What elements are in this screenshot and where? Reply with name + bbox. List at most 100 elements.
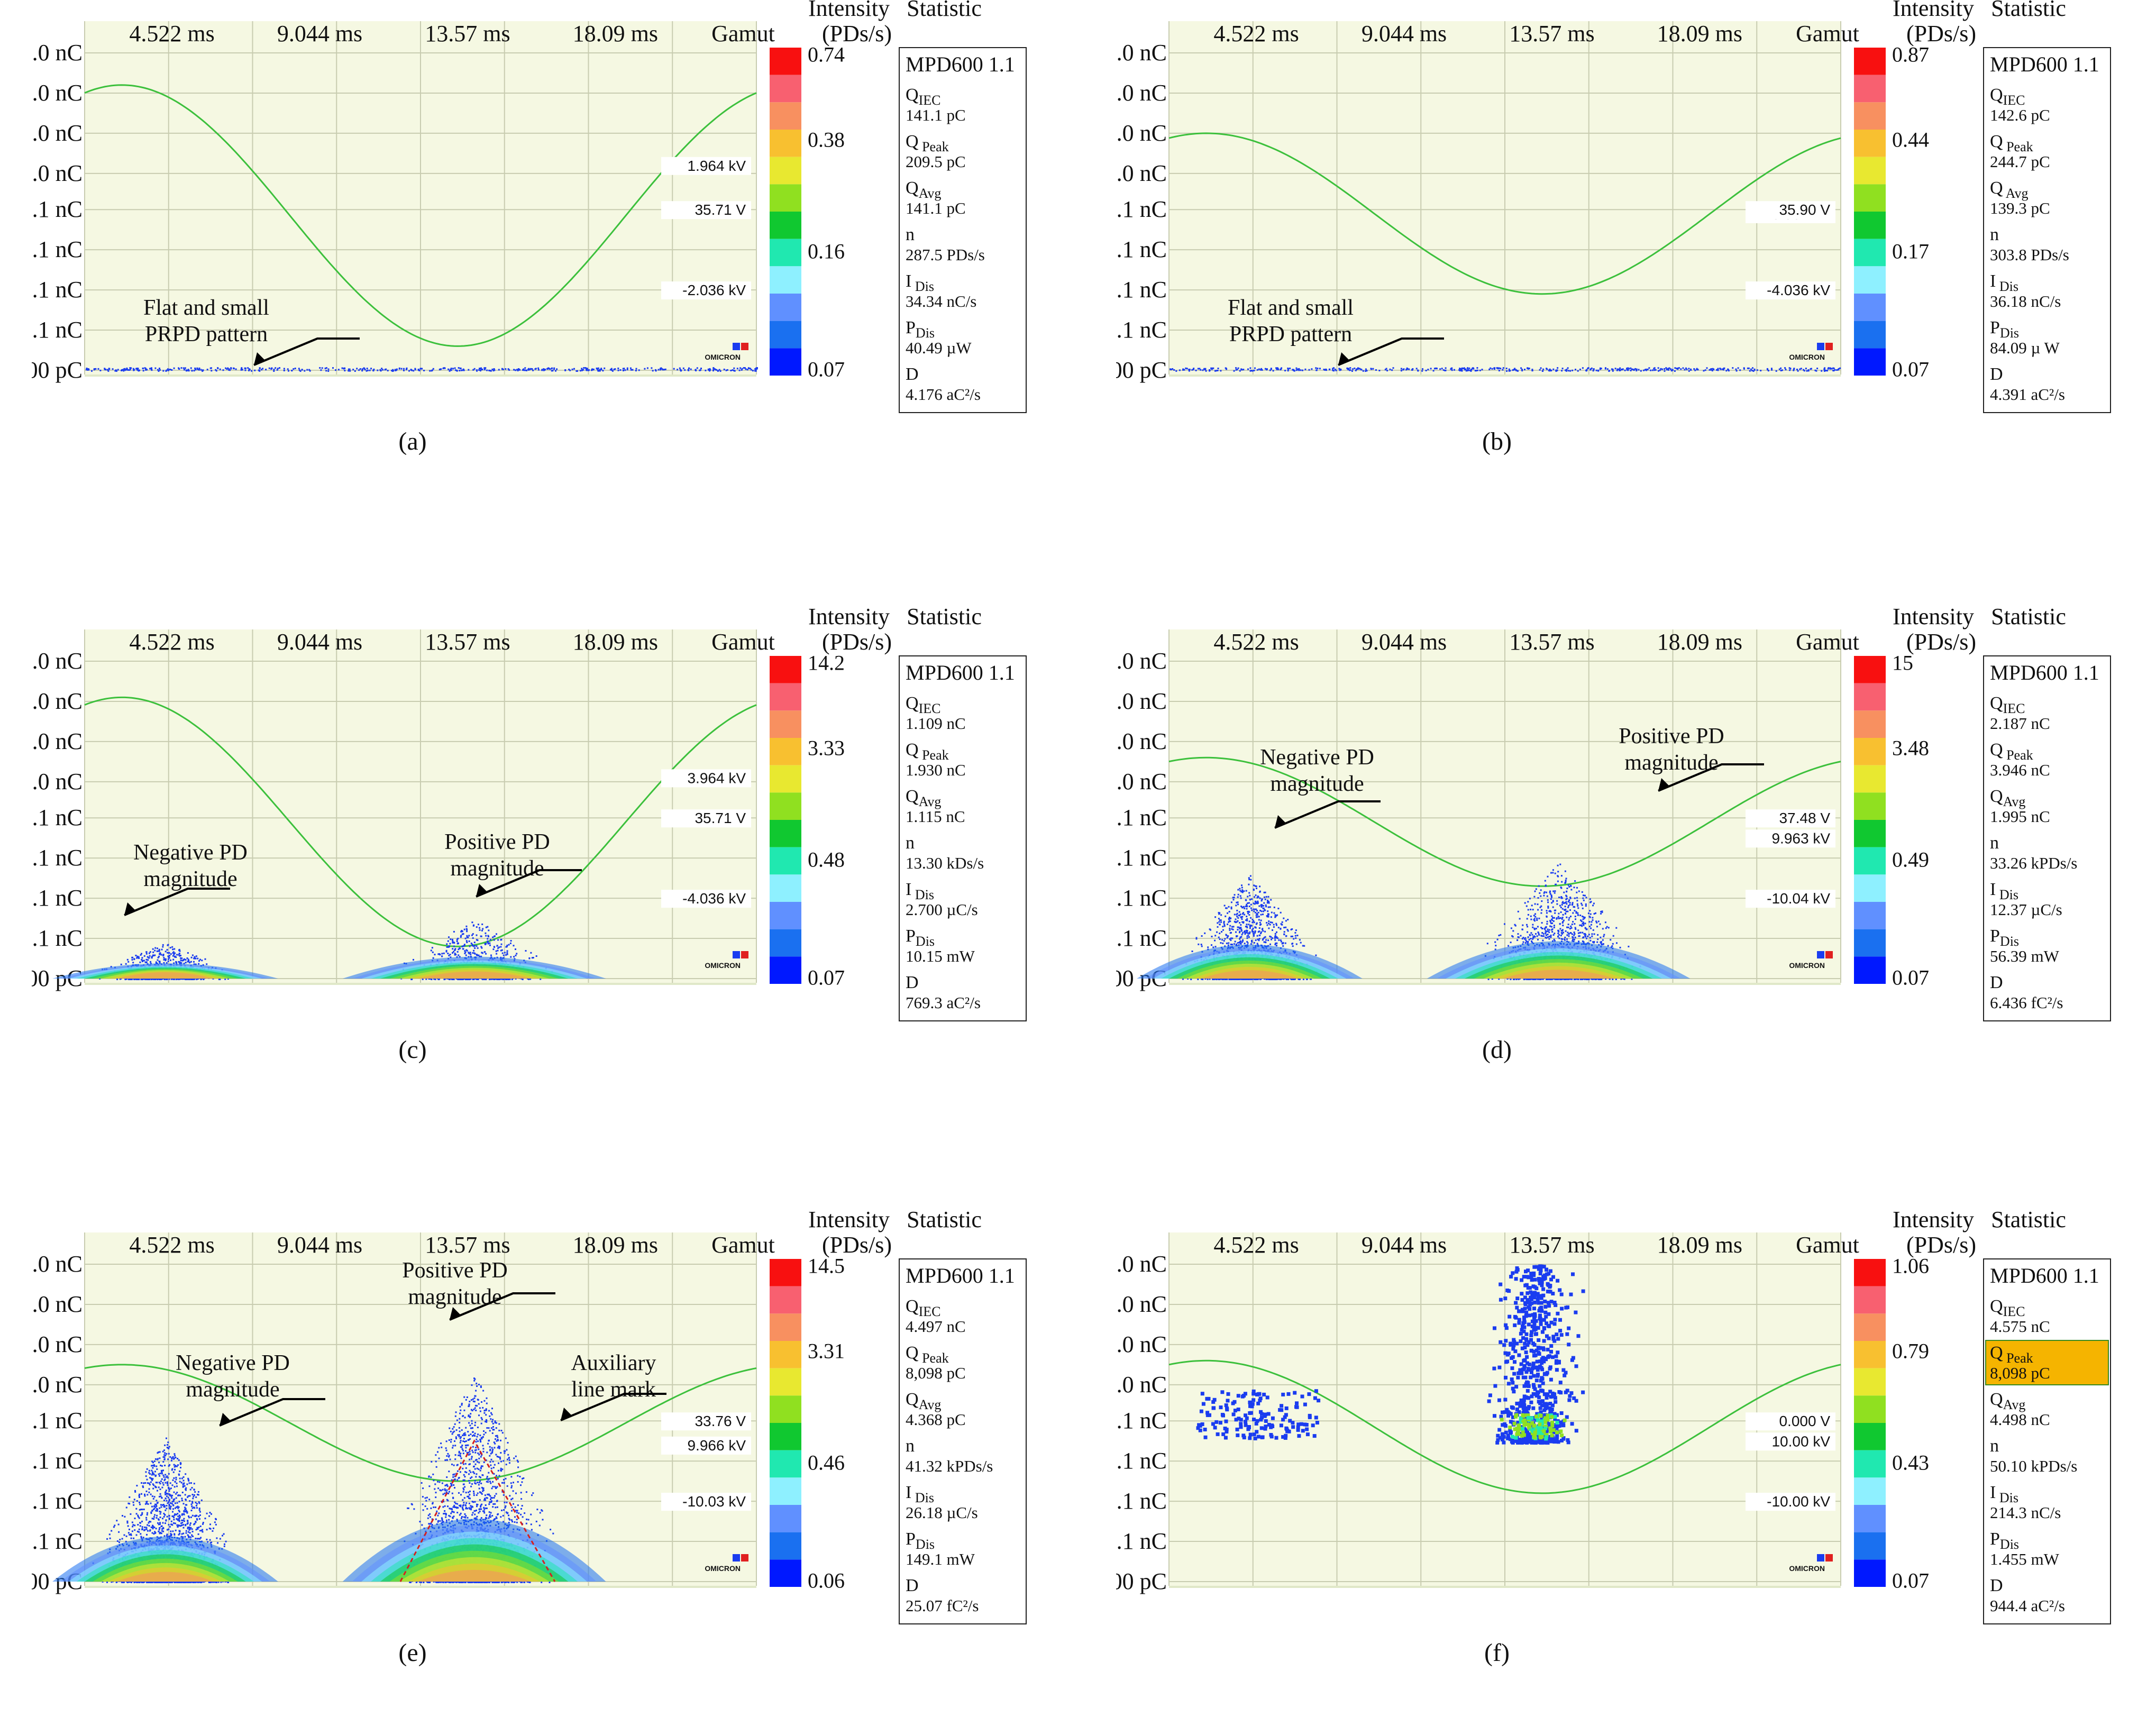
statistic-value: 139.3 pC	[1990, 199, 2050, 217]
colorbar-step	[770, 820, 801, 847]
pd-point	[1251, 909, 1253, 911]
pd-point	[335, 369, 336, 371]
pd-point	[142, 368, 144, 369]
pd-point	[251, 370, 252, 372]
pd-point	[1248, 884, 1249, 885]
pd-point	[1260, 920, 1262, 921]
pd-point	[1259, 885, 1260, 887]
pd-point	[1436, 368, 1438, 369]
pd-point	[443, 367, 445, 369]
pd-point	[1838, 369, 1839, 370]
pd-point	[525, 950, 527, 952]
colorbar-step	[770, 765, 801, 793]
pd-point	[583, 367, 584, 369]
pd-point	[1192, 951, 1193, 952]
pd-point	[172, 959, 174, 961]
pd-point	[1248, 914, 1250, 916]
pd-point	[515, 955, 517, 956]
pd-point	[604, 368, 605, 369]
pd-point	[225, 368, 226, 369]
pd-point	[1552, 907, 1554, 908]
pd-point	[683, 368, 684, 369]
pd-point	[1238, 894, 1239, 896]
pd-point	[488, 936, 489, 937]
pd-point	[510, 943, 511, 944]
pd-point	[1653, 368, 1655, 369]
pd-point	[1299, 979, 1301, 980]
pd-point	[183, 367, 185, 369]
pd-point	[1789, 369, 1790, 371]
pd-point	[1543, 895, 1545, 897]
pd-point	[712, 367, 714, 369]
omicron-logo: OMICRON	[1789, 353, 1825, 361]
voltage-label: 35.71 V	[695, 202, 746, 218]
pd-point	[1267, 939, 1269, 941]
pd-point	[187, 370, 189, 371]
pd-point	[695, 369, 696, 371]
pd-point	[1219, 924, 1221, 925]
pd-point	[577, 370, 578, 372]
pd-point	[1249, 906, 1250, 907]
pd-point	[1340, 369, 1342, 370]
pd-point	[1211, 368, 1213, 369]
pd-point	[1231, 908, 1232, 909]
pd-point	[1567, 907, 1569, 908]
pd-point	[1468, 370, 1469, 371]
voltage-label: 37.48 V	[1779, 810, 1830, 826]
pd-point	[414, 368, 416, 370]
pd-point	[1293, 938, 1294, 939]
pd-point	[176, 954, 178, 955]
pd-point	[142, 961, 143, 962]
pd-point	[1439, 368, 1441, 370]
pd-point	[187, 957, 188, 959]
pd-point	[112, 368, 114, 370]
colorbar-step	[770, 847, 801, 875]
pd-point	[1561, 930, 1563, 932]
pd-point	[165, 370, 167, 372]
pd-point	[178, 368, 180, 370]
pd-point	[1273, 370, 1274, 371]
pd-point	[1509, 370, 1510, 372]
pd-point	[1251, 919, 1253, 920]
statistic-value: 1.115 nC	[906, 807, 965, 826]
pd-point	[1250, 908, 1252, 909]
pd-point	[1403, 368, 1405, 370]
pd-point	[1239, 938, 1240, 940]
pd-point	[1538, 897, 1539, 899]
pd-point	[1596, 370, 1597, 371]
pd-point	[179, 955, 180, 957]
pd-point	[1251, 929, 1253, 931]
colorbar-step	[1854, 75, 1886, 103]
pd-point	[505, 954, 507, 956]
pd-point	[1591, 921, 1593, 923]
pd-point	[1242, 932, 1244, 934]
pd-point	[1492, 368, 1493, 370]
omicron-logo-mark	[733, 951, 740, 958]
pd-point	[481, 947, 482, 949]
pd-point	[1240, 897, 1242, 899]
pd-point	[235, 369, 237, 370]
pd-point	[152, 948, 154, 950]
pd-point	[322, 367, 323, 369]
pd-point	[1276, 925, 1277, 926]
pd-point	[1366, 370, 1368, 371]
pd-point	[1805, 368, 1807, 369]
pd-point	[1494, 368, 1495, 370]
pd-point	[1201, 935, 1203, 937]
prpd-panel-b: 8.0 nC7.0 nC6.0 nC5.0 nC4.1 nC3.1 nC2.1 …	[1116, 0, 2156, 524]
pd-point	[385, 369, 387, 370]
pd-point	[1554, 927, 1555, 928]
pd-point	[1173, 369, 1175, 371]
pd-point	[1202, 369, 1204, 371]
pd-point	[1551, 923, 1553, 924]
pd-point	[379, 369, 381, 371]
pd-point	[1229, 925, 1231, 927]
pd-point	[159, 949, 160, 951]
chart-svg-d: 8.0 nC7.0 nC6.0 nC5.0 nC4.1 nC3.1 nC2.1 …	[1116, 608, 2156, 1132]
pd-point	[1271, 368, 1272, 369]
pd-point	[1267, 924, 1268, 926]
pd-point	[1521, 370, 1523, 371]
pd-point	[1597, 370, 1599, 372]
pd-point	[1680, 368, 1682, 370]
pd-point	[1472, 368, 1474, 369]
